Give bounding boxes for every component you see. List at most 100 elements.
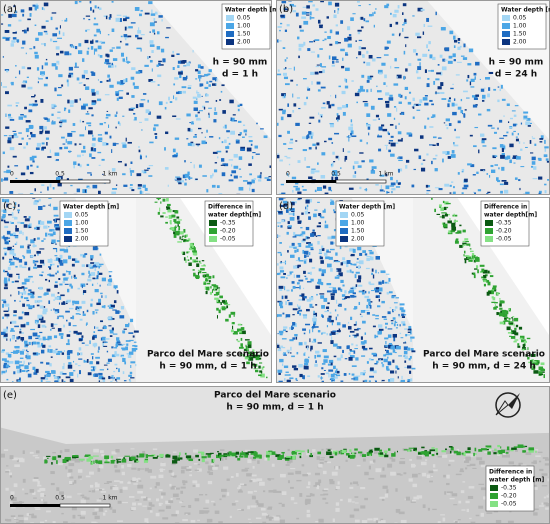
- depth-reduction: [258, 374, 262, 377]
- depth-reduction: [487, 281, 491, 286]
- flooded-area: [26, 299, 30, 302]
- depth-reduction: [221, 300, 226, 303]
- flooded-area: [295, 140, 298, 142]
- flooded-area: [295, 377, 298, 381]
- flooded-area: [500, 154, 505, 159]
- flooded-area: [91, 72, 96, 76]
- flooded-area: [318, 222, 322, 225]
- flooded-area: [132, 82, 135, 86]
- flooded-area: [341, 65, 345, 69]
- flooded-area: [369, 359, 374, 361]
- flooded-area: [402, 323, 406, 326]
- urban-texture: [182, 480, 186, 484]
- urban-texture: [329, 479, 334, 482]
- flooded-area: [122, 330, 126, 334]
- flooded-area: [294, 333, 298, 337]
- flooded-area: [386, 349, 389, 354]
- flooded-area: [463, 43, 466, 48]
- flooded-area: [330, 201, 335, 205]
- flooded-area: [121, 347, 126, 350]
- depth-reduction: [530, 353, 536, 357]
- flooded-area: [414, 103, 419, 106]
- flooded-area: [32, 103, 38, 106]
- flooded-area: [68, 362, 72, 365]
- flooded-area: [50, 16, 53, 21]
- flooded-area: [21, 266, 27, 269]
- urban-texture: [159, 468, 164, 473]
- flooded-area: [209, 80, 213, 83]
- urban-texture: [129, 496, 135, 498]
- flooded-area: [377, 69, 383, 74]
- flooded-area: [122, 173, 126, 176]
- flooded-area: [326, 325, 329, 328]
- depth-reduction: [443, 206, 447, 211]
- urban-texture: [122, 501, 128, 504]
- flooded-area: [55, 272, 57, 275]
- flooded-area: [37, 335, 41, 338]
- flooded-area: [12, 130, 17, 133]
- depth-reduction: [195, 275, 200, 280]
- depth-reduction: [98, 460, 103, 465]
- urban-texture: [255, 517, 262, 520]
- urban-texture: [132, 502, 137, 506]
- flooded-area: [44, 338, 48, 340]
- flooded-area: [147, 99, 149, 103]
- depth-reduction: [508, 317, 511, 320]
- flooded-area: [47, 335, 52, 340]
- depth-reduction: [201, 265, 206, 267]
- flooded-area: [45, 370, 50, 374]
- flooded-area: [402, 27, 404, 32]
- flooded-area: [34, 254, 36, 257]
- flooded-area: [21, 282, 27, 285]
- flooded-area: [41, 7, 44, 10]
- flooded-area: [34, 200, 39, 203]
- flooded-area: [27, 373, 32, 378]
- flooded-area: [97, 151, 102, 154]
- flooded-area: [388, 291, 393, 294]
- flooded-area: [33, 295, 35, 299]
- flooded-area: [305, 199, 310, 204]
- flooded-area: [67, 350, 73, 354]
- flooded-area: [462, 187, 468, 190]
- flooded-area: [122, 357, 126, 362]
- depth-reduction: [477, 269, 479, 274]
- flooded-area: [397, 376, 399, 379]
- flooded-area: [372, 314, 376, 316]
- urban-texture: [544, 458, 550, 461]
- flooded-area: [230, 174, 233, 177]
- depth-reduction: [198, 270, 202, 274]
- depth-reduction: [193, 247, 196, 251]
- flooded-area: [453, 59, 456, 62]
- flooded-area: [354, 92, 360, 97]
- depth-reduction: [453, 229, 457, 231]
- depth-reduction: [246, 349, 249, 351]
- flooded-area: [511, 132, 514, 136]
- flooded-area: [335, 316, 337, 321]
- depth-reduction: [253, 456, 257, 459]
- depth-reduction: [446, 206, 449, 209]
- flooded-area: [439, 54, 443, 58]
- flooded-area: [72, 315, 75, 320]
- depth-reduction: [79, 458, 85, 461]
- flooded-area: [111, 28, 115, 33]
- flooded-area: [7, 266, 11, 271]
- flooded-area: [451, 102, 455, 107]
- flooded-area: [305, 361, 308, 366]
- flooded-area: [110, 304, 115, 308]
- flooded-area: [331, 235, 336, 239]
- flooded-area: [54, 226, 58, 228]
- depth-reduction: [463, 244, 466, 246]
- flooded-area: [2, 349, 6, 352]
- flooded-area: [297, 220, 302, 222]
- depth-reduction: [471, 272, 475, 275]
- flooded-area: [248, 140, 253, 143]
- flooded-area: [59, 119, 63, 121]
- flooded-area: [101, 158, 105, 161]
- flooded-area: [4, 360, 9, 363]
- depth-reduction: [517, 343, 520, 346]
- depth-reduction: [349, 449, 352, 452]
- map: [276, 197, 550, 383]
- flooded-area: [69, 307, 74, 310]
- urban-texture: [450, 452, 454, 455]
- urban-texture: [324, 460, 328, 463]
